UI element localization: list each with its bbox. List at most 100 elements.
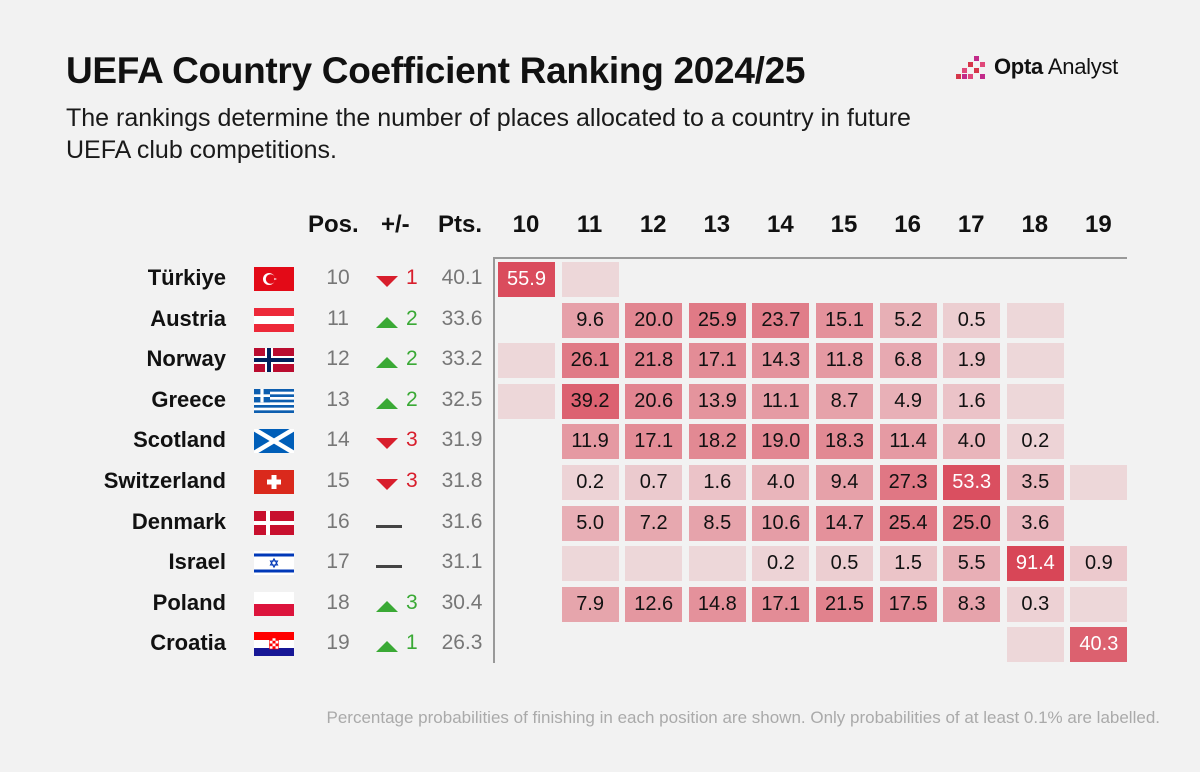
chart-title: UEFA Country Coefficient Ranking 2024/25 <box>66 50 806 91</box>
heatmap-cell: 0.2 <box>752 546 810 582</box>
heatmap-cell <box>688 546 746 582</box>
heatmap-cell: 5.2 <box>879 302 937 338</box>
heatmap-cell <box>1006 627 1064 663</box>
up-arrow-icon <box>376 316 398 328</box>
country-label: Türkiye <box>147 265 226 290</box>
heatmap-cell: 19.0 <box>752 424 810 460</box>
heatmap-cell: 3.5 <box>1006 465 1064 500</box>
column-header-11: 11 <box>576 211 603 238</box>
no-change-dash-icon <box>376 524 402 528</box>
current-position: 10 <box>326 266 350 289</box>
heatmap-cell: 26.1 <box>561 343 619 379</box>
points-value: 31.8 <box>441 469 483 492</box>
axis-vertical-line <box>493 259 495 663</box>
heatmap-cell: 21.5 <box>816 586 873 622</box>
heatmap-cell <box>561 262 619 297</box>
points-value: 26.3 <box>441 631 483 655</box>
heatmap-cell: 4.0 <box>752 465 810 500</box>
heatmap-cell: 8.3 <box>943 586 1001 622</box>
heatmap-cell: 14.3 <box>752 343 810 379</box>
no-change-dash-icon <box>376 565 402 569</box>
points-value: 30.4 <box>441 590 483 614</box>
heatmap-cell: 17.1 <box>752 586 810 622</box>
heatmap-cell: 5.0 <box>561 505 619 541</box>
country-label: Scotland <box>133 427 226 453</box>
current-position: 13 <box>326 387 350 411</box>
heatmap-cell <box>1006 383 1064 419</box>
heatmap-cell: 3.6 <box>1006 505 1064 541</box>
change-value: 1 <box>406 631 418 655</box>
switzerland-flag-icon <box>254 470 294 494</box>
heatmap-cell: 0.3 <box>1006 586 1064 622</box>
heatmap-cell <box>625 546 683 582</box>
country-label: Poland <box>152 589 226 615</box>
heatmap-cell: 1.9 <box>943 343 1001 379</box>
position-change: 3 <box>376 591 436 621</box>
heatmap-cell: 20.0 <box>625 302 683 338</box>
down-arrow-icon <box>376 276 398 287</box>
heatmap-cell <box>498 343 555 379</box>
change-value: 3 <box>406 469 418 492</box>
heatmap-cell: 40.3 <box>1070 627 1128 663</box>
heatmap-cell: 0.5 <box>943 302 1001 338</box>
logo-suffix: Analyst <box>1047 54 1118 79</box>
current-position: 11 <box>327 306 349 330</box>
heatmap-cell: 14.7 <box>816 505 873 541</box>
opta-logo-icon <box>956 54 990 80</box>
heatmap-cell: 8.7 <box>816 383 873 419</box>
heatmap-cell: 18.2 <box>688 424 746 460</box>
points-value: 33.2 <box>441 347 483 371</box>
heatmap-cell: 0.5 <box>816 546 873 582</box>
change-value: 2 <box>406 347 418 371</box>
points-value: 32.5 <box>441 387 483 411</box>
poland-flag-icon <box>254 591 294 616</box>
change-value: 3 <box>406 428 418 452</box>
position-change <box>376 550 436 580</box>
column-header-18: 18 <box>1021 211 1049 238</box>
heatmap-cell: 11.4 <box>879 424 937 460</box>
heatmap-cell: 25.4 <box>879 505 937 541</box>
heatmap-cell: 10.6 <box>752 505 810 541</box>
heatmap-cell: 13.9 <box>688 383 746 419</box>
logo-brand: Opta <box>994 54 1043 79</box>
up-arrow-icon <box>376 600 398 612</box>
heatmap-cell: 0.2 <box>1006 424 1064 460</box>
column-header-10: 10 <box>512 211 540 238</box>
position-change: 2 <box>376 347 436 377</box>
heatmap-cell: 14.8 <box>688 586 746 622</box>
heatmap-cell: 91.4 <box>1006 546 1064 582</box>
points-value: 31.9 <box>441 428 483 452</box>
heatmap-cell: 17.5 <box>879 586 937 622</box>
points-value: 40.1 <box>441 266 483 289</box>
column-header-16: 16 <box>894 211 921 238</box>
heatmap-cell: 11.1 <box>752 383 810 419</box>
heatmap-cell: 23.7 <box>752 302 810 338</box>
chart-subtitle: The rankings determine the number of pla… <box>66 104 911 164</box>
turkey-flag-icon <box>254 267 294 291</box>
column-header-17: 17 <box>957 211 985 238</box>
heatmap-cell: 18.3 <box>816 424 873 460</box>
position-change: 3 <box>376 469 436 499</box>
up-arrow-icon <box>376 641 398 653</box>
heatmap-cell: 25.0 <box>943 505 1001 541</box>
footnote: Percentage probabilities of finishing in… <box>326 708 1161 727</box>
heatmap-cell: 0.9 <box>1070 546 1128 582</box>
heatmap-cell <box>561 546 619 582</box>
heatmap-cell: 55.9 <box>498 262 555 297</box>
column-header-14: 14 <box>767 211 794 238</box>
heatmap-cell: 17.1 <box>625 424 683 460</box>
change-value: 1 <box>406 266 418 289</box>
austria-flag-icon <box>254 307 294 332</box>
column-header-12: 12 <box>639 211 667 238</box>
heatmap-cell: 9.6 <box>561 302 619 338</box>
down-arrow-icon <box>376 438 398 450</box>
current-position: 15 <box>326 469 350 492</box>
column-header-15: 15 <box>830 211 858 238</box>
points-value: 31.6 <box>441 509 483 533</box>
opta-analyst-logo: Opta Analyst <box>956 52 1118 82</box>
column-header-13: 13 <box>703 211 731 238</box>
up-arrow-icon <box>376 357 398 369</box>
current-position: 14 <box>326 428 350 452</box>
country-label: Austria <box>150 305 226 331</box>
header-change: +/- <box>381 211 410 238</box>
